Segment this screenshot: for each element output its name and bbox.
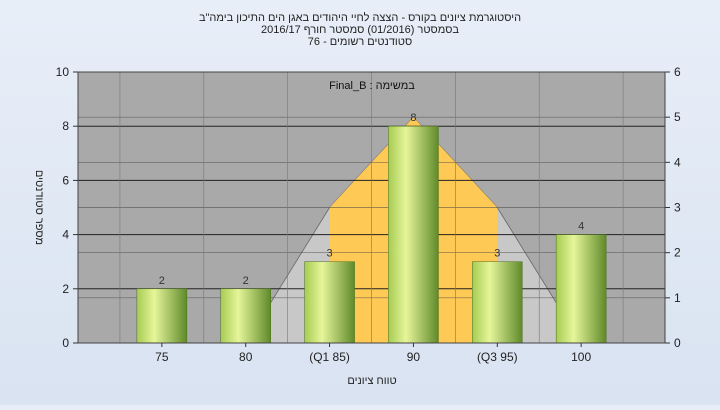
- bar-data-label: 2: [159, 275, 165, 287]
- y2-tick-label: 6: [674, 65, 681, 79]
- bar: [220, 288, 271, 344]
- y-tick-label: 6: [62, 173, 69, 187]
- y2-tick-label: 3: [674, 201, 681, 215]
- x-tick-label: 75: [155, 350, 169, 364]
- y2-tick-label: 2: [674, 246, 681, 260]
- chart-title-line: סטודנטים רשומים - 76: [308, 36, 412, 48]
- y2-tick-label: 0: [674, 336, 681, 350]
- x-tick-label: (Q1 85): [309, 350, 350, 364]
- y2-tick-label: 4: [674, 155, 681, 169]
- chart-title-line: בסמסטר (01/2016) סמסטר חורף 2016/17: [261, 24, 459, 36]
- y-tick-label: 10: [56, 65, 70, 79]
- bar-data-label: 3: [494, 248, 500, 260]
- y2-tick-label: 1: [674, 291, 681, 305]
- bar: [555, 234, 607, 344]
- x-axis-title: טווח ציונים: [347, 375, 396, 387]
- bar: [136, 288, 188, 344]
- bar: [388, 125, 439, 344]
- bar-data-label: 4: [578, 221, 584, 233]
- x-tick-label: 90: [407, 350, 421, 364]
- y-tick-label: 0: [62, 336, 69, 350]
- y-tick-label: 2: [62, 282, 69, 296]
- y-axis-title: מספר סטודנטים: [33, 170, 45, 245]
- bar: [304, 261, 355, 344]
- y-tick-label: 8: [62, 119, 69, 133]
- x-tick-label: 80: [239, 350, 253, 364]
- bar-data-label: 3: [327, 248, 333, 260]
- chart-title-line: היסטוגרמת ציונים בקורס - הצצה לחיי היהוד…: [199, 11, 521, 24]
- y2-tick-label: 5: [674, 110, 681, 124]
- x-tick-label: 100: [571, 350, 591, 364]
- bar-data-label: 2: [243, 275, 249, 287]
- bar-data-label: 8: [410, 112, 416, 124]
- y-tick-label: 4: [62, 228, 69, 242]
- chart-annotation: Final_B : במשימה: [329, 80, 415, 92]
- x-tick-label: (Q3 95): [477, 350, 518, 364]
- bar: [472, 261, 523, 344]
